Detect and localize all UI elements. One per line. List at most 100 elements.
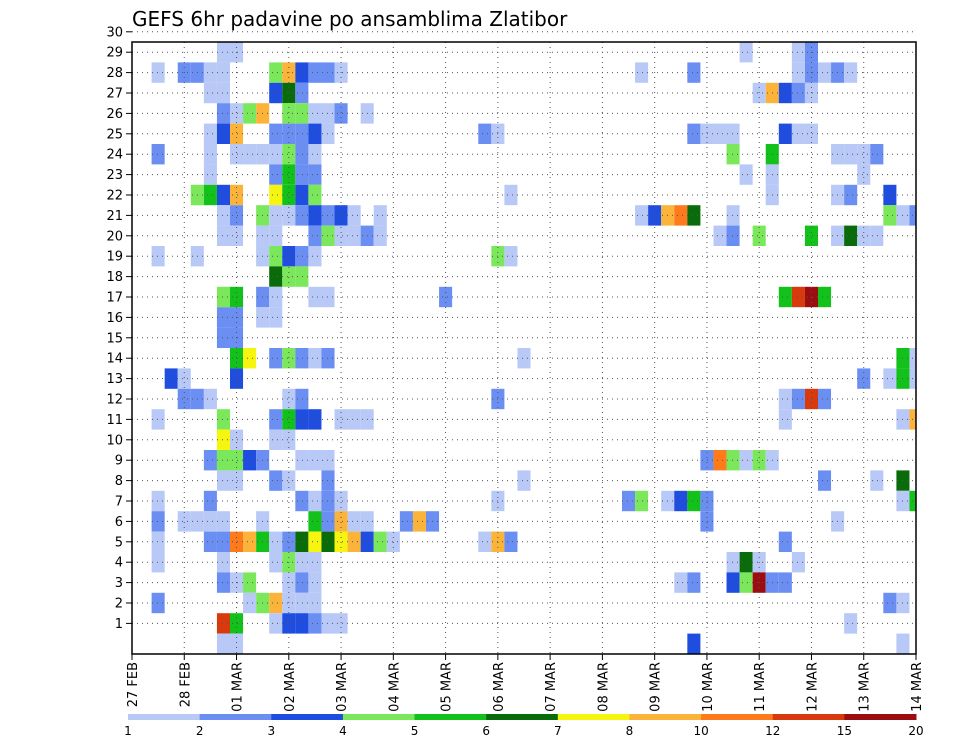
- heatmap-cell: [216, 429, 230, 450]
- heatmap-cell: [778, 572, 792, 593]
- colorbar-swatch: [128, 714, 201, 720]
- heatmap-cell: [243, 348, 257, 369]
- x-tick-label: 07 MAR: [544, 662, 559, 712]
- heatmap-cell: [243, 592, 257, 614]
- heatmap-cell: [203, 82, 217, 104]
- heatmap-cell: [243, 144, 257, 165]
- heatmap-cell: [203, 184, 217, 206]
- heatmap-cell: [883, 368, 897, 389]
- heatmap-cell: [347, 511, 361, 532]
- heatmap-cell: [295, 613, 309, 634]
- heatmap-cell: [295, 205, 309, 226]
- heatmap-cell: [896, 633, 910, 654]
- heatmap-cell: [752, 225, 766, 246]
- heatmap-cell: [282, 409, 296, 430]
- heatmap-cell: [164, 368, 178, 389]
- heatmap-cell: [216, 42, 230, 63]
- heatmap-cell: [269, 429, 283, 450]
- heatmap-cell: [726, 450, 740, 471]
- heatmap-cell: [295, 144, 309, 165]
- y-tick-label: 21: [106, 209, 123, 224]
- heatmap-cell: [230, 225, 244, 246]
- heatmap-cell: [282, 429, 296, 450]
- heatmap-cell: [687, 62, 701, 83]
- heatmap-cell: [269, 470, 283, 491]
- heatmap-cell: [818, 62, 832, 83]
- heatmap-cell: [308, 144, 322, 165]
- heatmap-cell: [282, 103, 296, 124]
- x-tick-label: 13 MAR: [858, 662, 873, 712]
- heatmap-cell: [791, 82, 805, 104]
- heatmap-cell: [230, 184, 244, 206]
- heatmap-cell: [726, 225, 740, 246]
- heatmap-cell: [857, 225, 871, 246]
- heatmap-cell: [635, 205, 649, 226]
- y-tick-label: 22: [106, 189, 123, 204]
- heatmap-cell: [216, 307, 230, 328]
- heatmap-cell: [818, 286, 832, 308]
- heatmap-cell: [791, 286, 805, 308]
- heatmap-cell: [230, 368, 244, 389]
- heatmap-cell: [700, 123, 714, 144]
- heatmap-cell: [687, 205, 701, 226]
- heatmap-cell: [739, 450, 753, 471]
- heatmap-cell: [687, 633, 701, 654]
- heatmap-cell: [308, 450, 322, 471]
- heatmap-cell: [778, 388, 792, 410]
- heatmap-cell: [883, 184, 897, 206]
- heatmap-cell: [230, 633, 244, 654]
- heatmap-cell: [308, 409, 322, 430]
- heatmap-cell: [334, 205, 348, 226]
- heatmap-cell: [282, 164, 296, 185]
- x-axis-ticks: 27 FEB 28 FEB 01 MAR 02 MAR 03 MAR 04 MAR 05 M…: [126, 654, 925, 712]
- heatmap-cell: [216, 327, 230, 348]
- heatmap-cell: [203, 164, 217, 185]
- y-tick-label: 1: [115, 617, 123, 632]
- heatmap-cell: [282, 205, 296, 226]
- y-tick-label: 2: [115, 597, 123, 612]
- heatmap-cell: [216, 409, 230, 430]
- heatmap-cell: [203, 123, 217, 144]
- y-tick-label: 23: [106, 168, 123, 183]
- heatmap-cell: [308, 225, 322, 246]
- heatmap-cell: [282, 531, 296, 552]
- x-tick-label: 02 MAR: [283, 662, 298, 712]
- y-tick-label: 26: [106, 107, 123, 122]
- heatmap-cell: [151, 409, 165, 430]
- heatmap-cell: [203, 388, 217, 410]
- heatmap-cell: [216, 572, 230, 593]
- heatmap-cell: [674, 490, 688, 512]
- heatmap-cell: [739, 42, 753, 63]
- heatmap-cell: [151, 592, 165, 614]
- heatmap-cell: [804, 388, 818, 410]
- heatmap-cell: [347, 531, 361, 552]
- heatmap-cell: [713, 450, 727, 471]
- heatmap-cell: [282, 144, 296, 165]
- heatmap-cell: [308, 592, 322, 614]
- heatmap-cell: [334, 409, 348, 430]
- x-tick-label: 12 MAR: [805, 662, 820, 712]
- heatmap-cell: [269, 82, 283, 104]
- heatmap-cell: [216, 205, 230, 226]
- heatmap-cell: [674, 572, 688, 593]
- heatmap-cell: [700, 490, 714, 512]
- heatmap-cell: [295, 490, 309, 512]
- heatmap-cell: [269, 164, 283, 185]
- heatmap-cell: [778, 531, 792, 552]
- heatmap-cell: [269, 62, 283, 83]
- y-tick-label: 16: [106, 311, 123, 326]
- colorbar-swatch: [414, 714, 487, 720]
- heatmap-cell: [857, 164, 871, 185]
- heatmap-cell: [818, 388, 832, 410]
- heatmap-cell: [778, 286, 792, 308]
- heatmap-cell: [870, 144, 884, 165]
- heatmap-cell: [334, 531, 348, 552]
- heatmap-cell: [295, 450, 309, 471]
- y-tick-label: 9: [115, 454, 123, 469]
- heatmap-cell: [269, 409, 283, 430]
- heatmap-cell: [230, 348, 244, 369]
- heatmap-cell: [230, 205, 244, 226]
- heatmap-cell: [739, 164, 753, 185]
- plot-frame: [131, 41, 917, 655]
